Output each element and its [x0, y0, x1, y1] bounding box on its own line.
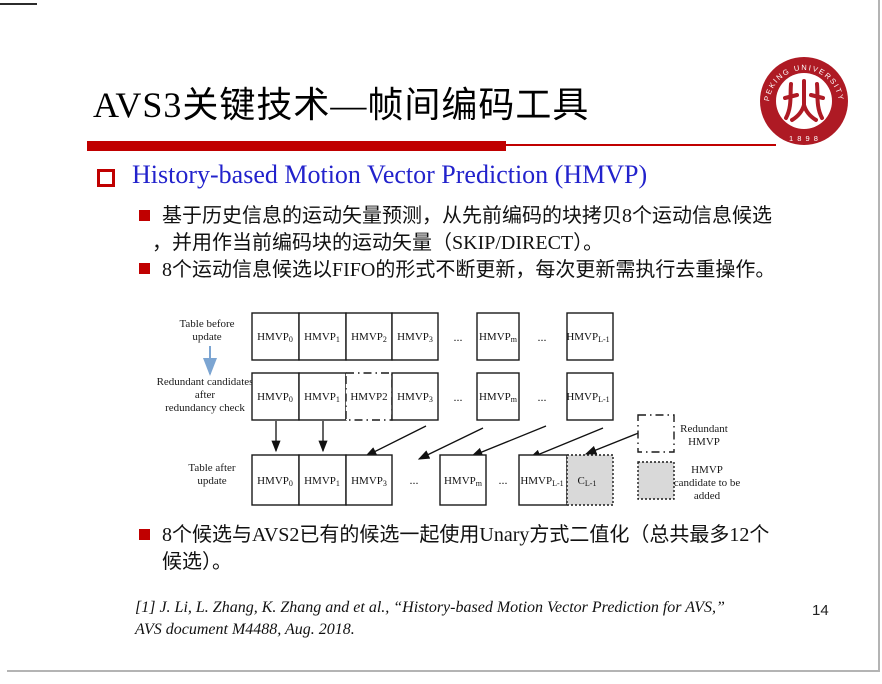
hmvp-cell-label: HMVP3: [397, 331, 433, 344]
title-underline-thin: [506, 144, 776, 146]
legend-candidate-swatch: [637, 461, 675, 500]
svg-text:HMVP: HMVP: [691, 464, 723, 476]
hmvp-cell-label: HMVPL-1: [566, 331, 609, 344]
svg-text:Table before: Table before: [179, 318, 234, 330]
ellipsis: ...: [538, 390, 547, 404]
pku-emblem: [783, 79, 825, 122]
hmvp-cell-label: HMVP2: [350, 391, 387, 403]
hmvp-cell-label: HMVP0: [257, 475, 293, 488]
hmvp-cell-label: HMVP0: [257, 331, 293, 344]
row-table-before: [251, 312, 614, 361]
hmvp-cell-label: HMVP1: [304, 331, 340, 344]
page-number: 14: [812, 602, 829, 619]
reference-line-1: [1] J. Li, L. Zhang, K. Zhang and et al.…: [135, 599, 725, 616]
new-candidate-cell: [566, 454, 614, 506]
page-border-right: [878, 0, 880, 671]
bullet-3-line-2: 候选）。: [162, 551, 232, 573]
bullet-2: 8个运动信息候选以FIFO的形式不断更新，每次更新需执行去重操作。: [162, 259, 776, 281]
label-table-before-update: Table before update: [179, 318, 234, 343]
svg-text:Table after: Table after: [188, 462, 236, 474]
page-title: AVS3关键技术—帧间编码工具: [93, 85, 590, 125]
reference-line-2: AVS document M4488, Aug. 2018.: [135, 621, 355, 638]
title-underline-thick: [87, 141, 506, 151]
hmvp-cell-label: HMVP3: [397, 391, 433, 404]
row-table-after: [251, 454, 614, 506]
peking-university-logo: PEKING UNIVERSITY 1 8 9 8: [760, 57, 848, 145]
redundant-cell: [345, 372, 393, 421]
hmvp-cell-label: HMVP1: [304, 475, 340, 488]
svg-text:Redundant candidates: Redundant candidates: [157, 376, 254, 388]
svg-text:HMVP: HMVP: [688, 436, 720, 448]
ellipsis: ...: [410, 473, 419, 487]
ellipsis: ...: [454, 330, 463, 344]
hmvp-table-update-diagram: Table before update Redundant candidates…: [157, 312, 741, 506]
hmvp-cell-label: HMVP2: [351, 331, 387, 344]
hmvp-cell-label: HMVP1: [304, 391, 340, 404]
section-bullet-square: [97, 169, 115, 187]
page-border-bottom: [7, 670, 880, 672]
hmvp-cell-label: HMVP3: [351, 475, 387, 488]
svg-text:redundancy check: redundancy check: [165, 402, 245, 414]
logo-year: 1 8 9 8: [789, 134, 819, 143]
ellipsis: ...: [499, 473, 508, 487]
svg-text:after: after: [195, 389, 215, 401]
bullet-square: [139, 529, 150, 540]
label-table-after-update: Table after update: [188, 462, 236, 487]
hmvp-cell-label: HMVPm: [479, 391, 518, 404]
svg-text:Redundant: Redundant: [680, 423, 728, 435]
svg-text:added: added: [694, 490, 721, 502]
legend-candidate-to-add: HMVP candidate to be added: [637, 461, 741, 502]
bullet-3-line-1: 8个候选与AVS2已有的候选一起使用Unary方式二值化（总共最多12个: [162, 524, 770, 546]
hmvp-cell-label: HMVPL-1: [566, 391, 609, 404]
hmvp-cell-label: HMVP0: [257, 391, 293, 404]
hmvp-cell-label: HMVPm: [479, 331, 518, 344]
page-edge-top-left: [0, 3, 37, 5]
legend-redundant-swatch: [637, 414, 675, 453]
ellipsis: ...: [538, 330, 547, 344]
bullet-square: [139, 210, 150, 221]
bullet-1-line-2: ，并用作当前编码块的运动矢量（SKIP/DIRECT）。: [152, 232, 604, 254]
update-arrows: [271, 421, 657, 460]
section-heading: History-based Motion Vector Prediction (…: [132, 160, 648, 189]
bullet-1-line-1: 基于历史信息的运动矢量预测，从先前编码的块拷贝8个运动信息候选: [162, 205, 772, 227]
candidate-cell-label: CL-1: [578, 475, 597, 488]
svg-text:update: update: [192, 331, 221, 343]
svg-text:candidate to be: candidate to be: [674, 477, 741, 489]
label-redundant-candidates: Redundant candidates after redundancy ch…: [157, 376, 254, 414]
hmvp-cell-label: HMVPm: [444, 475, 483, 488]
bullet-square: [139, 263, 150, 274]
svg-text:update: update: [197, 475, 226, 487]
hmvp-cell-label: HMVPL-1: [520, 475, 563, 488]
ellipsis: ...: [454, 390, 463, 404]
legend-redundant-hmvp: Redundant HMVP: [637, 414, 728, 453]
row-redundancy-check: [251, 372, 614, 421]
